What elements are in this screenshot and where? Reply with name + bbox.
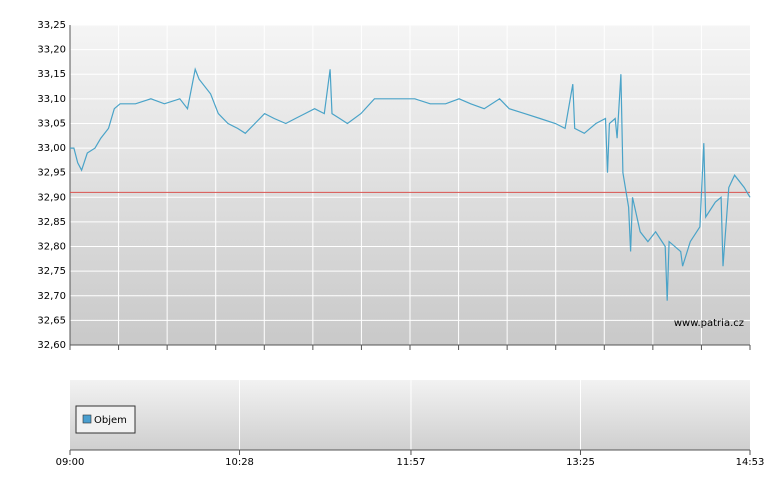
y-tick-label: 32,90 — [37, 192, 66, 203]
y-tick-label: 32,60 — [37, 340, 66, 351]
y-tick-label: 32,75 — [37, 266, 66, 277]
y-tick-label: 32,65 — [37, 315, 66, 326]
watermark: www.patria.cz — [674, 318, 744, 329]
y-tick-label: 32,85 — [37, 217, 66, 228]
y-tick-label: 32,70 — [37, 291, 66, 302]
y-tick-label: 32,80 — [37, 242, 66, 253]
y-tick-label: 33,05 — [37, 118, 66, 129]
y-tick-label: 33,00 — [37, 143, 66, 154]
x-tick-label: 14:53 — [736, 457, 765, 468]
price-line — [70, 67, 751, 301]
y-tick-label: 33,15 — [37, 69, 66, 80]
x-tick-label: 09:00 — [56, 457, 85, 468]
x-tick-label: 11:57 — [397, 457, 426, 468]
volume-background — [70, 380, 750, 450]
y-tick-label: 33,10 — [37, 94, 66, 105]
y-tick-label: 33,20 — [37, 45, 66, 56]
legend-label: Objem — [94, 415, 127, 426]
x-tick-label: 13:25 — [566, 457, 595, 468]
y-tick-label: 32,95 — [37, 168, 66, 179]
x-tick-label: 10:28 — [225, 457, 254, 468]
legend-swatch — [82, 414, 92, 424]
y-tick-label: 33,25 — [37, 20, 66, 31]
